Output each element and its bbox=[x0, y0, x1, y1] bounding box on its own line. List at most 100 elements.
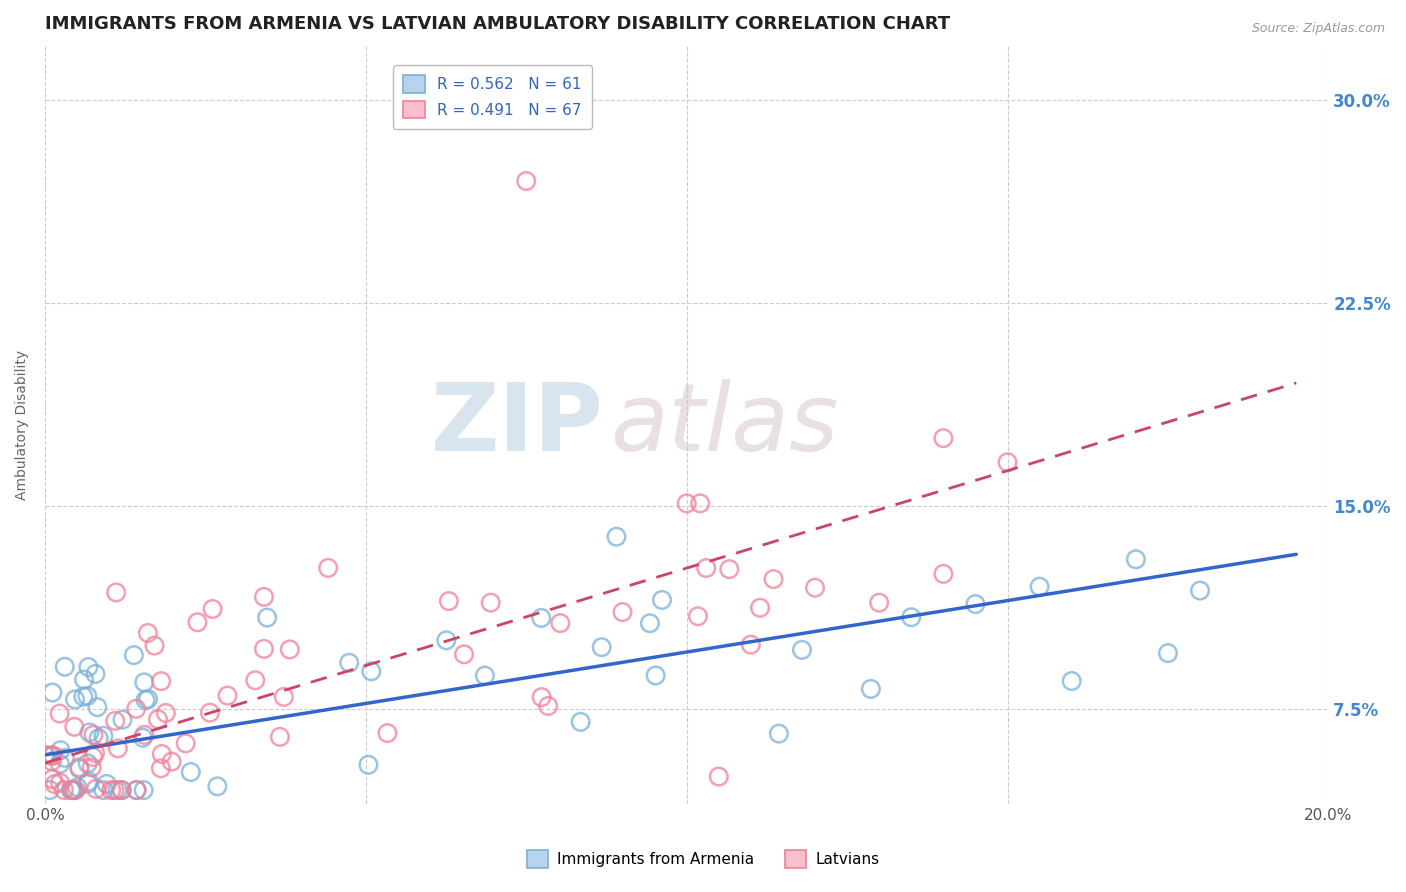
Point bbox=[136, 692, 159, 706]
Point bbox=[107, 741, 129, 756]
Point bbox=[1189, 583, 1212, 598]
Point bbox=[53, 751, 76, 765]
Point bbox=[63, 692, 86, 706]
Point bbox=[479, 596, 502, 610]
Point bbox=[997, 455, 1019, 469]
Point bbox=[689, 496, 711, 510]
Point bbox=[86, 700, 108, 714]
Point bbox=[122, 648, 145, 662]
Point bbox=[93, 783, 115, 797]
Point bbox=[453, 648, 475, 662]
Point bbox=[150, 747, 173, 761]
Point bbox=[900, 610, 922, 624]
Point bbox=[245, 673, 267, 688]
Point bbox=[474, 668, 496, 682]
Point bbox=[72, 690, 94, 704]
Point bbox=[49, 743, 72, 757]
Point bbox=[434, 633, 457, 648]
Point bbox=[790, 643, 813, 657]
Text: Source: ZipAtlas.com: Source: ZipAtlas.com bbox=[1251, 22, 1385, 36]
Point bbox=[591, 640, 613, 655]
Point bbox=[749, 600, 772, 615]
Point bbox=[66, 780, 89, 795]
Point bbox=[932, 566, 955, 581]
Point bbox=[217, 689, 239, 703]
Point bbox=[201, 602, 224, 616]
Point bbox=[180, 764, 202, 779]
Point bbox=[41, 755, 63, 769]
Point bbox=[1157, 646, 1180, 660]
Point bbox=[146, 712, 169, 726]
Point bbox=[103, 783, 125, 797]
Legend: Immigrants from Armenia, Latvians: Immigrants from Armenia, Latvians bbox=[520, 844, 886, 873]
Point bbox=[76, 777, 98, 791]
Point bbox=[87, 731, 110, 746]
Point bbox=[530, 690, 553, 705]
Point bbox=[377, 726, 399, 740]
Point bbox=[96, 777, 118, 791]
Point bbox=[160, 755, 183, 769]
Point bbox=[134, 675, 156, 690]
Point bbox=[707, 770, 730, 784]
Point bbox=[59, 783, 82, 797]
Point bbox=[42, 748, 65, 763]
Point bbox=[605, 530, 627, 544]
Point bbox=[125, 783, 148, 797]
Point bbox=[651, 593, 673, 607]
Point bbox=[125, 702, 148, 716]
Point bbox=[53, 783, 76, 797]
Point bbox=[62, 783, 84, 797]
Point bbox=[73, 673, 96, 687]
Point bbox=[149, 761, 172, 775]
Text: ZIP: ZIP bbox=[430, 378, 603, 471]
Point bbox=[515, 174, 537, 188]
Point bbox=[44, 777, 66, 791]
Point bbox=[76, 689, 98, 703]
Point bbox=[360, 665, 382, 679]
Point bbox=[69, 762, 91, 776]
Point bbox=[1060, 673, 1083, 688]
Point bbox=[337, 656, 360, 670]
Point bbox=[253, 641, 276, 656]
Point bbox=[675, 496, 697, 510]
Point bbox=[132, 783, 155, 797]
Point bbox=[65, 783, 87, 797]
Point bbox=[186, 615, 208, 630]
Point bbox=[63, 720, 86, 734]
Point bbox=[82, 728, 104, 742]
Y-axis label: Ambulatory Disability: Ambulatory Disability bbox=[15, 350, 30, 500]
Point bbox=[768, 726, 790, 740]
Point bbox=[278, 642, 301, 657]
Point bbox=[79, 725, 101, 739]
Point bbox=[143, 639, 166, 653]
Text: IMMIGRANTS FROM ARMENIA VS LATVIAN AMBULATORY DISABILITY CORRELATION CHART: IMMIGRANTS FROM ARMENIA VS LATVIAN AMBUL… bbox=[45, 15, 950, 33]
Point bbox=[253, 590, 276, 604]
Point bbox=[530, 611, 553, 625]
Point bbox=[207, 780, 229, 794]
Point bbox=[76, 756, 98, 771]
Point bbox=[77, 774, 100, 789]
Point bbox=[41, 748, 63, 763]
Point bbox=[107, 783, 129, 797]
Point bbox=[77, 660, 100, 674]
Point bbox=[48, 706, 70, 721]
Point bbox=[1028, 580, 1050, 594]
Point bbox=[49, 756, 72, 771]
Point bbox=[134, 728, 156, 742]
Point bbox=[868, 596, 890, 610]
Point bbox=[740, 638, 762, 652]
Point bbox=[638, 616, 661, 631]
Point bbox=[150, 674, 173, 689]
Point bbox=[41, 685, 63, 699]
Point bbox=[686, 609, 709, 624]
Point bbox=[1125, 552, 1147, 566]
Point bbox=[174, 736, 197, 750]
Legend: R = 0.562   N = 61, R = 0.491   N = 67: R = 0.562 N = 61, R = 0.491 N = 67 bbox=[392, 65, 592, 129]
Point bbox=[104, 714, 127, 728]
Point bbox=[125, 783, 148, 797]
Point bbox=[67, 760, 90, 774]
Point bbox=[932, 431, 955, 445]
Point bbox=[41, 772, 63, 786]
Point bbox=[62, 783, 84, 797]
Point bbox=[84, 781, 107, 796]
